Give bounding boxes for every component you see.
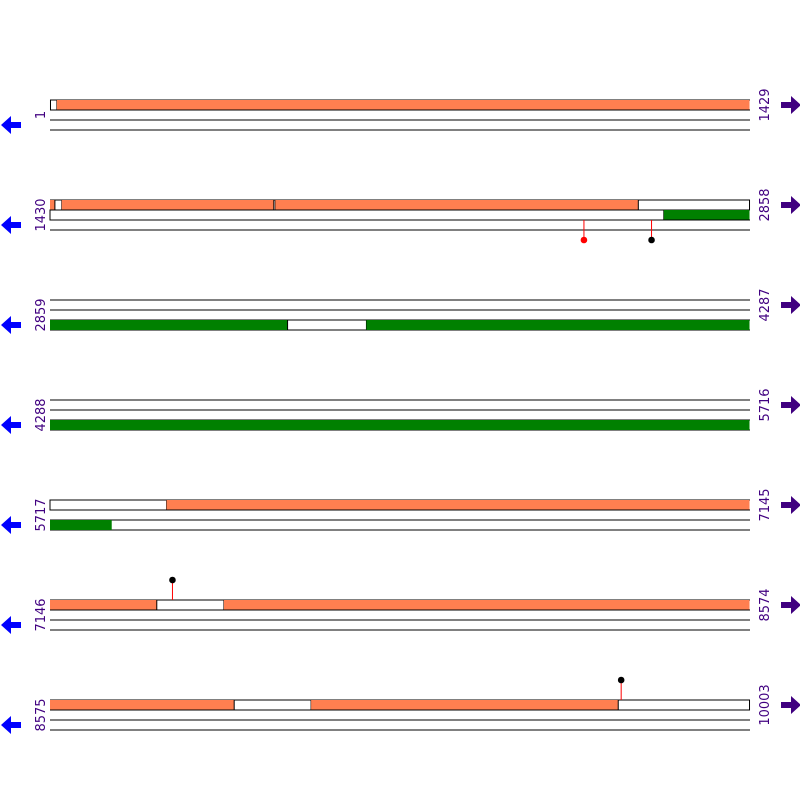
orf-bar-orange[interactable] (311, 700, 619, 710)
orf-gap (273, 199, 276, 211)
orf-bar-orange[interactable] (275, 200, 639, 210)
left-arrow-icon[interactable] (1, 616, 21, 634)
orf-bar-orange[interactable] (223, 600, 750, 610)
end-coordinate: 1429 (758, 88, 773, 121)
sequence-row: 8575 10003 (1, 676, 800, 734)
site-marker[interactable] (169, 576, 176, 584)
sequence-row: 2859 4287 (1, 288, 800, 334)
right-arrow-icon[interactable] (781, 196, 800, 214)
left-arrow-icon[interactable] (1, 416, 21, 434)
start-coordinate: 8575 (34, 698, 49, 731)
start-coordinate: 7146 (34, 598, 49, 631)
orf-bar-green[interactable] (50, 520, 112, 530)
site-marker[interactable] (580, 236, 588, 244)
orf-bar-green[interactable] (50, 320, 288, 330)
end-coordinate: 7145 (758, 488, 773, 521)
sequence-row: 1430 2858 (1, 188, 800, 244)
site-marker[interactable] (648, 236, 655, 244)
orf-bar-orange[interactable] (166, 500, 750, 510)
left-arrow-icon[interactable] (1, 116, 21, 134)
start-coordinate: 5717 (34, 498, 49, 531)
sequence-row: 5717 7145 (1, 488, 800, 534)
site-marker[interactable] (617, 676, 625, 684)
orf-gap (287, 319, 367, 331)
start-coordinate: 4288 (34, 398, 49, 431)
orf-gap (637, 199, 751, 211)
left-arrow-icon[interactable] (1, 516, 21, 534)
left-arrow-icon[interactable] (1, 316, 21, 334)
right-arrow-icon[interactable] (781, 496, 800, 514)
start-coordinate: 2859 (34, 298, 49, 331)
sequence-row: 7146 8574 (1, 576, 800, 634)
orf-bar-green[interactable] (50, 420, 750, 430)
end-coordinate: 10003 (758, 684, 773, 725)
orf-gap (233, 699, 312, 711)
right-arrow-icon[interactable] (781, 596, 800, 614)
right-arrow-icon[interactable] (781, 396, 800, 414)
orf-gap (54, 199, 63, 211)
orf-gap (49, 99, 58, 111)
orf-bar-orange[interactable] (50, 600, 157, 610)
orf-gap (617, 699, 751, 711)
left-arrow-icon[interactable] (1, 216, 21, 234)
orf-gap (156, 599, 225, 611)
end-coordinate: 4287 (758, 288, 773, 321)
start-coordinate: 1 (34, 111, 49, 119)
orf-bar-orange[interactable] (50, 700, 235, 710)
end-coordinate: 5716 (758, 388, 773, 421)
right-arrow-icon[interactable] (781, 696, 800, 714)
orf-bar-green[interactable] (366, 320, 750, 330)
orf-bar-orange[interactable] (56, 100, 750, 110)
end-coordinate: 2858 (758, 188, 773, 221)
orf-bar-orange[interactable] (50, 200, 55, 210)
orf-bar-green[interactable] (663, 210, 750, 220)
orf-gap (49, 209, 665, 221)
left-arrow-icon[interactable] (1, 716, 21, 734)
sequence-row: 4288 5716 (1, 388, 800, 434)
end-coordinate: 8574 (758, 588, 773, 621)
start-coordinate: 1430 (34, 198, 49, 231)
right-arrow-icon[interactable] (781, 96, 800, 114)
right-arrow-icon[interactable] (781, 296, 800, 314)
sequence-row: 1 1429 (1, 88, 800, 134)
orf-bar-orange[interactable] (61, 200, 274, 210)
orf-gap (49, 499, 168, 511)
